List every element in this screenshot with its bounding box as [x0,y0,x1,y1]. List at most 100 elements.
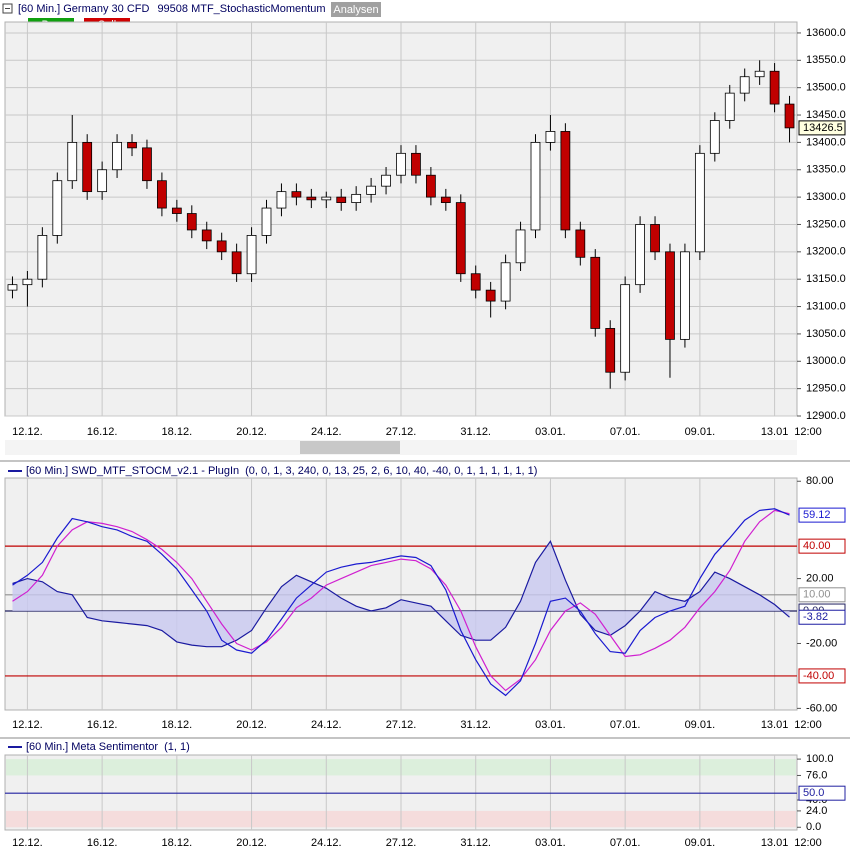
panel-subtitle: 99508 MTF_StochasticMomentum [157,3,325,15]
value-label: 59.12 [803,509,831,521]
value-label-box [798,668,846,684]
candle-body [67,141,78,182]
panel-header: [60 Min.] Germany 30 CFD 99508 MTF_Stocha… [18,3,326,15]
candle-body [680,251,690,340]
candle-body [276,191,287,209]
scrollbar[interactable] [5,440,797,455]
x-tick-label: 18.12. [162,719,193,731]
value-label: 10.00 [803,589,831,601]
x-tick-label: 31.12. [460,426,491,438]
x-tick-label: 20.12. [236,837,267,849]
x-tick-label: 20.12. [236,719,267,731]
candle-body [216,240,227,253]
value-label: 40.00 [803,540,831,552]
candle-body [306,196,317,201]
x-tick-label: 18.12. [162,426,193,438]
y-tick-label: 13500.0 [806,82,846,94]
x-tick-label: 27.12. [386,719,417,731]
candle-body [515,229,526,264]
x-tick-label: 27.12. [386,426,417,438]
x-tick-label: 20.12. [236,426,267,438]
y-tick-label: 100.0 [806,753,834,765]
y-tick-label: 13150.0 [806,273,846,285]
candle-body [620,284,631,373]
value-label: 13426.5 [803,122,843,134]
candle-body [455,202,466,275]
y-tick-label: 13550.0 [806,54,846,66]
candle-body [336,196,347,203]
candle-body [396,152,406,176]
candle-body [97,169,108,193]
candle-body [784,103,795,129]
candle-body [142,147,152,182]
x-time-label: 12:00 [794,426,822,438]
x-tick-label: 31.12. [460,837,491,849]
candle-body [7,284,18,291]
candle-body [186,213,197,231]
y-tick-label: 13250.0 [806,218,846,230]
x-tick-label: 16.12. [87,837,118,849]
y-tick-label: 13000.0 [806,355,846,367]
candle-body [665,251,675,340]
x-tick-label: 18.12. [162,837,193,849]
candle-body [246,235,257,275]
value-label-box [798,120,846,136]
x-time-label: 12:00 [794,837,822,849]
candle-body [351,193,362,203]
panel-header: [60 Min.] Meta Sentimentor (1, 1) [26,741,190,753]
value-label-box [798,587,846,603]
y-tick-label: 13400.0 [806,136,846,148]
x-tick-label: 12.12. [12,837,43,849]
x-tick-label: 12.12. [12,426,43,438]
x-tick-label: 07.01. [610,837,641,849]
y-tick-label: 24.0 [806,805,827,817]
y-tick-label: 76.0 [806,769,827,781]
panel-title: [60 Min.] SWD_MTF_STOCM_v2.1 - PlugIn [26,465,239,477]
candle-body [321,196,332,201]
value-label: -40.00 [803,670,834,682]
candle-body [769,70,780,105]
candle-body [754,70,765,78]
x-tick-label: 09.01. [685,426,716,438]
candle-body [470,273,481,291]
x-tick-label: 07.01. [610,719,641,731]
area-fill [12,541,790,647]
y-tick-label: 0.0 [806,821,821,833]
value-label: -3.82 [803,611,828,623]
candle-body [724,92,735,121]
value-label-box [798,507,846,523]
x-tick-label: 12.12. [12,719,43,731]
x-tick-label: 24.12. [311,719,342,731]
x-tick-label: 16.12. [87,426,118,438]
candle-body [635,224,645,286]
candle-body [500,262,511,302]
analysen-button[interactable] [331,2,381,17]
indicator-line [12,508,790,697]
panel-subtitle: (1, 1) [164,741,190,753]
x-tick-label: 16.12. [87,719,118,731]
candle-body [112,141,122,171]
indicator-line [12,509,790,692]
candle-body [411,152,421,176]
y-tick-label: 13450.0 [806,109,846,121]
candle-body [22,278,33,286]
x-time-label: 12:00 [794,719,822,731]
y-tick-label: -60.00 [806,702,837,714]
x-tick-label: 09.01. [685,719,716,731]
value-label-box [798,538,846,554]
x-tick-label: 03.01. [535,719,566,731]
y-tick-label: 12900.0 [806,410,846,422]
candle-body [291,191,302,198]
y-tick-label: 13600.0 [806,27,846,39]
analysen-label: Analysen [333,4,378,16]
value-label-box [798,609,846,625]
y-tick-label: 12950.0 [806,383,846,395]
value-label: 50.0 [803,787,824,799]
x-tick-label: 13.01 [761,837,789,849]
scrollbar-thumb[interactable] [300,441,400,454]
y-tick-label: 20.00 [806,572,834,584]
y-tick-label: 13100.0 [806,300,846,312]
candle-body [560,131,571,231]
candle-body [37,235,48,280]
candle-body [545,131,556,143]
